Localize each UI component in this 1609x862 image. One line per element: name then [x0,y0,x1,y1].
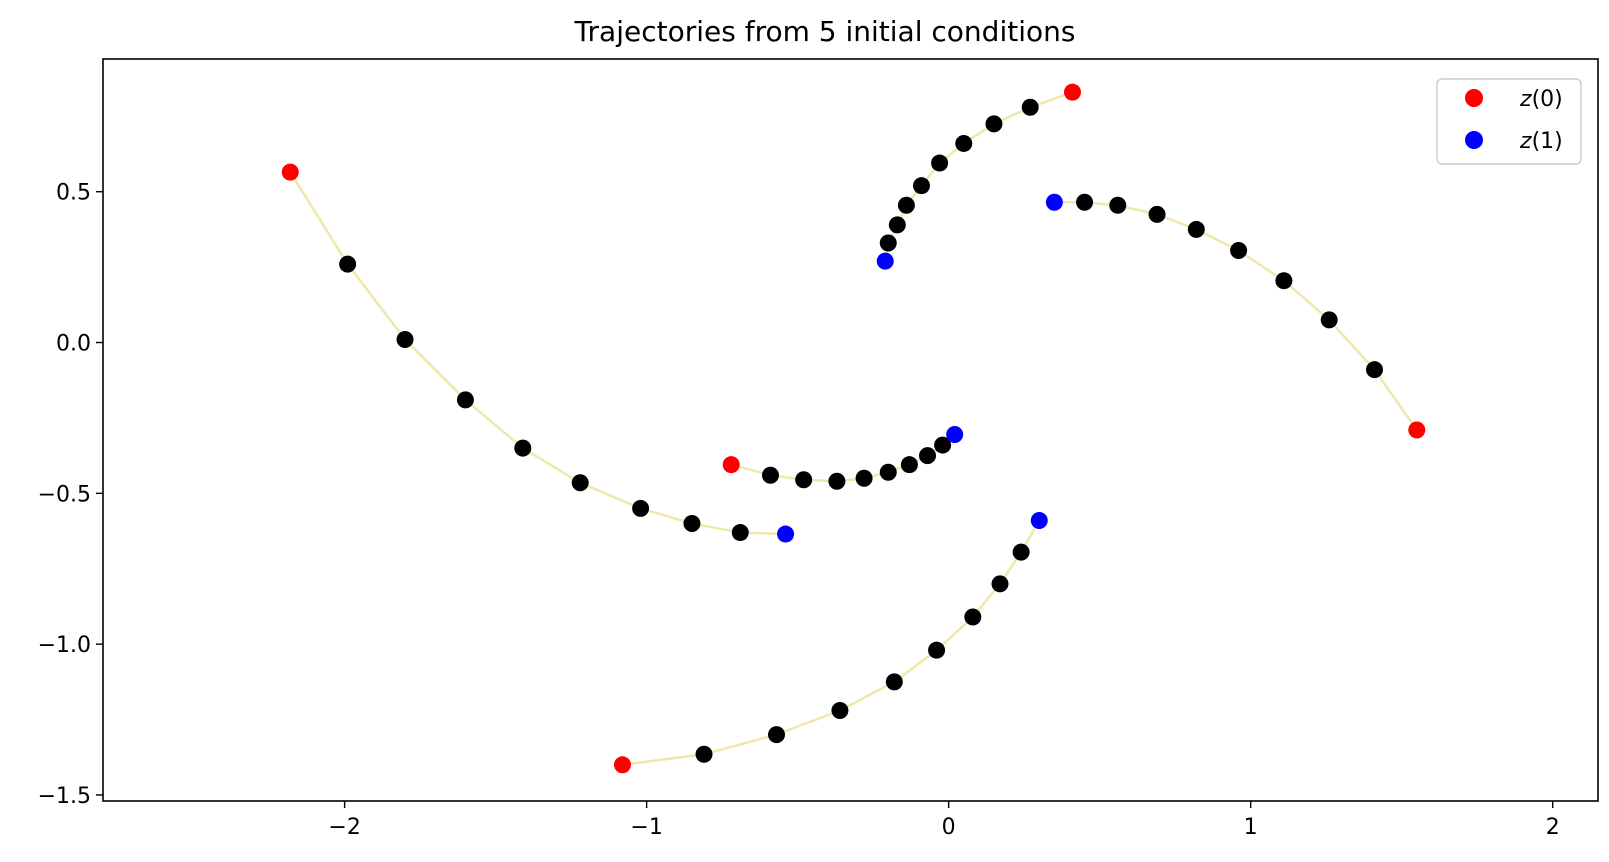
trajectory-point [456,391,474,409]
trajectory-point [885,673,903,691]
trajectory-point [928,641,946,659]
plot-frame [102,58,1599,802]
y-tick-label: −1.5 [38,784,91,809]
trajectory-point [1076,193,1094,211]
y-tick-label: 0.0 [56,332,91,357]
trajectory-point [991,575,1009,593]
start-point [1063,83,1081,101]
x-axis: −2 −1 0 1 2 [328,801,1560,840]
legend-label-end: z(1) [1519,129,1563,154]
trajectory-point [1109,196,1127,214]
trajectory-point [514,439,532,457]
trajectory-point [683,515,701,533]
trajectory-point [768,726,786,744]
trajectory-point [1230,242,1248,260]
x-tick-label: −2 [328,815,360,840]
trajectory-point [571,474,589,492]
trajectory-point [1012,543,1030,561]
trajectory-line-2 [883,91,1073,262]
end-point [777,525,795,543]
trajectory-point [695,745,713,763]
trajectory-point [900,456,918,474]
trajectory-point [1021,98,1039,116]
start-point [722,456,740,474]
x-tick-label: 1 [1244,815,1258,840]
trajectory-point [919,447,937,465]
trajectory-points [281,83,1426,774]
trajectory-point [1187,220,1205,238]
trajectory-point [1275,272,1293,290]
y-tick-label: −1.0 [38,633,91,658]
start-point [613,756,631,774]
chart-title: Trajectories from 5 initial conditions [574,15,1076,48]
trajectory-point [795,471,813,489]
trajectory-line-4 [730,433,956,483]
x-tick-label: 0 [942,815,956,840]
trajectory-line-5 [622,519,1041,767]
trajectory-point [731,524,749,542]
trajectory-point [1320,311,1338,329]
trajectory-point [761,466,779,484]
start-point [281,163,299,181]
trajectory-line-1 [289,171,786,536]
end-point [876,252,894,270]
end-point [1045,193,1063,211]
trajectory-point [879,463,897,481]
trajectory-point [828,472,846,490]
y-axis: −1.5 −1.0 −0.5 0.0 0.5 [38,181,103,809]
trajectory-point [934,436,952,454]
end-point [1030,511,1048,529]
start-point [1408,421,1426,439]
trajectory-line-3 [1054,201,1418,431]
trajectory-point [879,234,897,252]
legend-label-start: z(0) [1519,87,1563,112]
legend-marker-start [1465,89,1483,107]
y-tick-label: −0.5 [38,482,91,507]
x-tick-label: −1 [630,815,662,840]
trajectory-point [339,255,357,273]
legend: z(0) z(1) [1436,78,1582,165]
trajectory-point [931,154,949,172]
trajectory-point [396,331,414,349]
trajectory-point [912,177,930,195]
legend-marker-end [1465,131,1483,149]
x-tick-label: 2 [1546,815,1560,840]
trajectory-point [985,115,1003,133]
trajectory-point [632,499,650,517]
trajectory-point [888,216,906,234]
trajectory-point [855,469,873,487]
trajectory-point [964,608,982,626]
y-tick-label: 0.5 [56,181,91,206]
trajectory-point [1366,361,1384,379]
end-point [946,426,964,444]
trajectory-point [897,196,915,214]
trajectory-point [1148,205,1166,223]
trajectory-point [955,134,973,152]
trajectory-point [831,702,849,720]
trajectory-lines [289,91,1418,767]
